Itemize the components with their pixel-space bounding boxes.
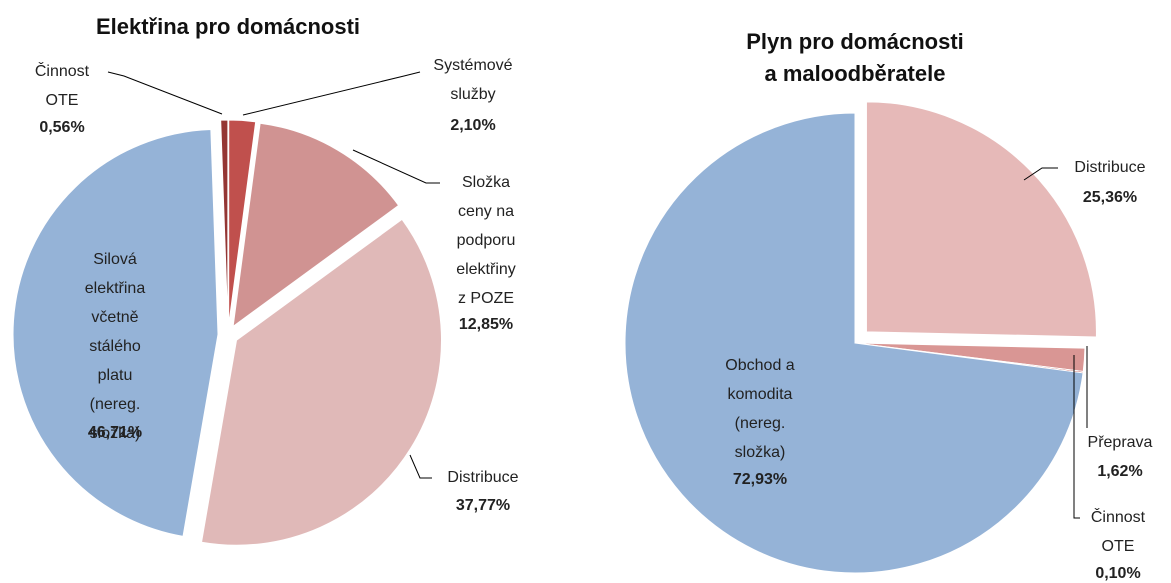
leader-line <box>242 71 421 116</box>
pie-slice <box>200 218 442 546</box>
slice-value-label: 25,36% <box>1083 189 1137 206</box>
leader-line <box>107 71 223 115</box>
slice-value-label: 72,93% <box>733 471 787 488</box>
slice-label: Obchod a komodita (nereg. složka) <box>725 357 794 461</box>
slice-label: Činnost OTE <box>35 61 90 109</box>
slice-value-label: 37,77% <box>456 497 510 514</box>
leader-line <box>409 454 432 479</box>
slice-value-label: 0,10% <box>1095 565 1140 582</box>
pie-slice <box>220 119 229 326</box>
slice-label: Systémové služby <box>433 57 512 103</box>
pie-slice <box>232 122 400 328</box>
chart-title: Plyn pro domácnosti a maloodběratele <box>746 29 964 86</box>
leader-line <box>352 149 440 184</box>
slice-label: Distribuce <box>1074 159 1145 176</box>
chart-title: Elektřina pro domácnosti <box>96 14 360 39</box>
pie-slice <box>865 101 1097 338</box>
slice-label: Distribuce <box>447 469 518 486</box>
slice-label: Činnost OTE <box>1091 507 1146 555</box>
slice-value-label: 2,10% <box>450 117 495 134</box>
leader-line <box>1073 355 1080 519</box>
slice-value-label: 12,85% <box>459 316 513 333</box>
slice-label: Přeprava <box>1088 434 1153 451</box>
pie-slice <box>228 119 257 326</box>
pie-slice <box>624 112 1084 574</box>
leader-line <box>1023 167 1058 181</box>
slice-label: Silová elektřina včetně stálého platu (nereg.… <box>85 251 146 442</box>
slice-value-label: 0,56% <box>39 119 84 136</box>
slice-value-label: 46,71% <box>88 424 142 441</box>
slice-label: Složka ceny na podporu elektřiny z POZE <box>456 174 516 307</box>
pie-slice <box>12 128 219 537</box>
slice-value-label: 1,62% <box>1097 463 1142 480</box>
